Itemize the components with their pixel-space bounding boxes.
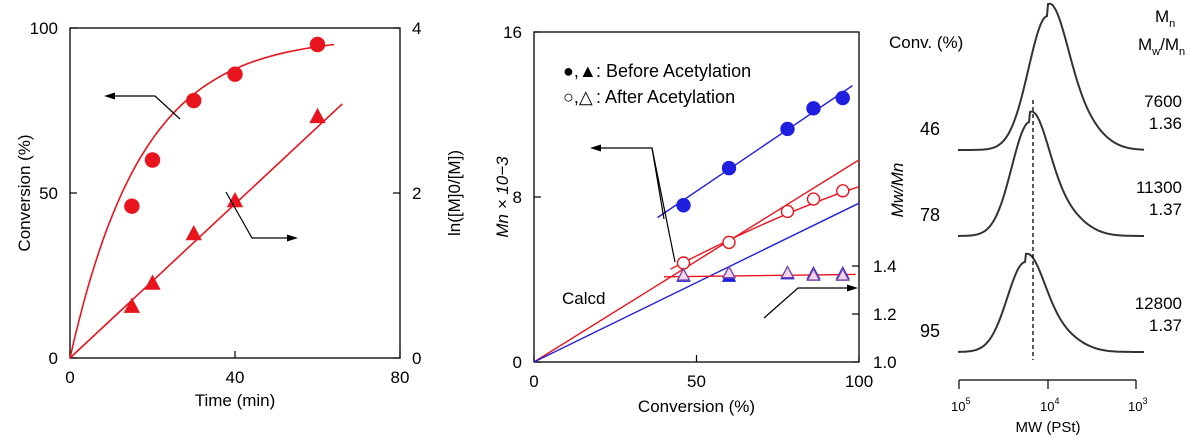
panel-b-y2tick-label: 1.0 xyxy=(873,353,897,372)
panel-a-conversion-point xyxy=(309,36,326,53)
panel-b-ytick-label: 16 xyxy=(503,23,522,42)
panel-a-ln-point xyxy=(185,224,202,241)
panel-a-conversion-point xyxy=(186,92,202,109)
panel-b-pdi-fit xyxy=(663,273,856,278)
panel-c-pdi-label: 1.37 xyxy=(1149,200,1182,219)
panel-c-header-pdi-sub2: n xyxy=(1179,46,1185,58)
panel-b-calcd-label: Calcd xyxy=(562,289,605,308)
panel-b-legend-text: : Before Acetylation xyxy=(596,61,751,81)
panel-c-xtick-exponent: 4 xyxy=(1054,396,1059,406)
panel-b-xtick-label: 100 xyxy=(845,372,873,391)
panel-b-after-mn-point xyxy=(780,204,795,219)
panel-a-ln-fit-line xyxy=(69,103,343,359)
panel-c-pdi-label: 1.37 xyxy=(1149,316,1182,335)
panel-a-ln-point xyxy=(144,274,161,290)
panel-a-arrow-right-head xyxy=(287,234,298,242)
panel-a-ytick-label: 50 xyxy=(39,184,58,203)
panel-b-legend-markers: ●,▲ xyxy=(563,61,597,81)
panel-b-arrow-b-line xyxy=(651,147,676,263)
panel-a-y2tick-label: 4 xyxy=(412,19,421,38)
panel-a-ln-point xyxy=(123,297,141,313)
panel-a-xtick-label: 80 xyxy=(391,368,410,387)
panel-b-calcd-blue-line xyxy=(533,202,860,363)
panel-c-conversion-label: 78 xyxy=(920,205,940,225)
panel-b-after-pdi-point xyxy=(676,267,691,281)
panel-a-y2tick-label: 2 xyxy=(412,184,421,203)
panel-c-header-pdi-sub1: w xyxy=(1151,46,1160,58)
panel-c-header-mn: Mn xyxy=(1155,7,1175,30)
panel-b-xtick-label: 0 xyxy=(529,372,538,391)
panel-a-ytick-label: 100 xyxy=(30,19,58,38)
panel-a-conversion-point xyxy=(227,66,243,82)
panel-b-before-mn-point xyxy=(780,121,795,137)
panel-b-before-mn-point xyxy=(721,160,737,176)
panel-c-conversion-label: 95 xyxy=(920,321,940,341)
panel-a-ln-point xyxy=(226,191,244,208)
panel-b-before-mn-point xyxy=(806,101,821,116)
panel-b-after-pdi-point xyxy=(806,267,821,281)
panel-b-ytick-label: 8 xyxy=(513,188,522,207)
panel-c-mwd-curve xyxy=(958,110,1144,237)
panel-b-xtick-label: 50 xyxy=(687,372,706,391)
panel-a-xlabel: Time (min) xyxy=(195,391,276,410)
panel-c-xtick-label: 105 xyxy=(951,396,970,414)
panel-b-arrow-c-line xyxy=(763,287,848,319)
panel-a-conversion-point xyxy=(144,152,161,168)
panel-b-arrow-right-head xyxy=(847,284,858,292)
panel-b-calcd-red-line xyxy=(533,159,860,363)
panel-a-ln-point xyxy=(309,107,326,124)
panel-b-after-pdi-point xyxy=(780,265,795,279)
panel-b-after-fit xyxy=(670,186,860,270)
panel-b-after-pdi-point xyxy=(835,267,850,281)
panel-a-y2tick-label: 0 xyxy=(412,349,421,368)
panel-a-y2label: ln([M]0/[M]) xyxy=(445,150,464,236)
panel-a-arrow-left-head xyxy=(104,92,115,100)
panel-c-xtick-exponent: 3 xyxy=(1142,396,1147,406)
panel-b-ylabel: Mn × 10−3 xyxy=(493,156,512,238)
panel-c-header-mn-sub: n xyxy=(1169,18,1175,30)
panel-b-after-mn-point xyxy=(722,235,736,250)
panel-b-after-mn-point xyxy=(806,192,821,206)
panel-b-arrow-left-head xyxy=(590,144,601,152)
panel-c-header-pdi: Mw/Mn xyxy=(1138,35,1185,58)
panel-c-mn-label: 7600 xyxy=(1144,92,1182,111)
panel-a-arrow-left-line xyxy=(112,95,181,120)
panel-c-header-pdi-mid: /M xyxy=(1160,35,1179,54)
panel-c-mwd-curve xyxy=(958,252,1144,353)
panel-b-y2tick-label: 1.4 xyxy=(873,257,897,276)
panel-b-after-pdi-point xyxy=(721,265,737,279)
panel-b-ytick-label: 0 xyxy=(513,353,522,372)
panel-c-title: Conv. (%) xyxy=(889,33,963,52)
panel-a-arrow-right-line xyxy=(225,191,290,239)
panel-c-xtick-label: 103 xyxy=(1128,396,1147,414)
panel-b-before-mn-point xyxy=(676,198,691,213)
panel-c-mn-label: 12800 xyxy=(1135,294,1182,313)
panel-c-xtick-exponent: 5 xyxy=(965,396,970,406)
panel-b-legend-text: : After Acetylation xyxy=(596,87,735,107)
panel-b-after-mn-point xyxy=(836,184,850,198)
panel-c-xtick-label: 104 xyxy=(1040,396,1059,414)
panel-b-y2tick-label: 1.2 xyxy=(873,305,897,324)
panel-a-ytick-label: 0 xyxy=(49,349,58,368)
panel-a-ylabel: Conversion (%) xyxy=(15,134,34,251)
panel-c-mwd-curve xyxy=(958,2,1145,151)
panel-a-conversion-curve xyxy=(69,43,335,359)
panel-c-xlabel: MW (PSt) xyxy=(1016,419,1081,436)
panel-b-before-mn-point xyxy=(835,90,850,106)
panel-a-xtick-label: 0 xyxy=(65,368,74,387)
panel-c-conversion-label: 46 xyxy=(920,119,940,139)
panel-a-conversion-point xyxy=(124,198,140,214)
panel-b-legend-markers: ○,△ xyxy=(563,87,593,107)
panel-b-xlabel: Conversion (%) xyxy=(638,397,755,416)
panel-b-after-mn-point xyxy=(676,256,691,270)
panel-c-mn-label: 11300 xyxy=(1136,178,1182,197)
panel-b-y2label: Mw/Mn xyxy=(888,163,907,218)
panel-a-xtick-label: 40 xyxy=(226,368,245,387)
panel-c-pdi-label: 1.36 xyxy=(1149,114,1182,133)
